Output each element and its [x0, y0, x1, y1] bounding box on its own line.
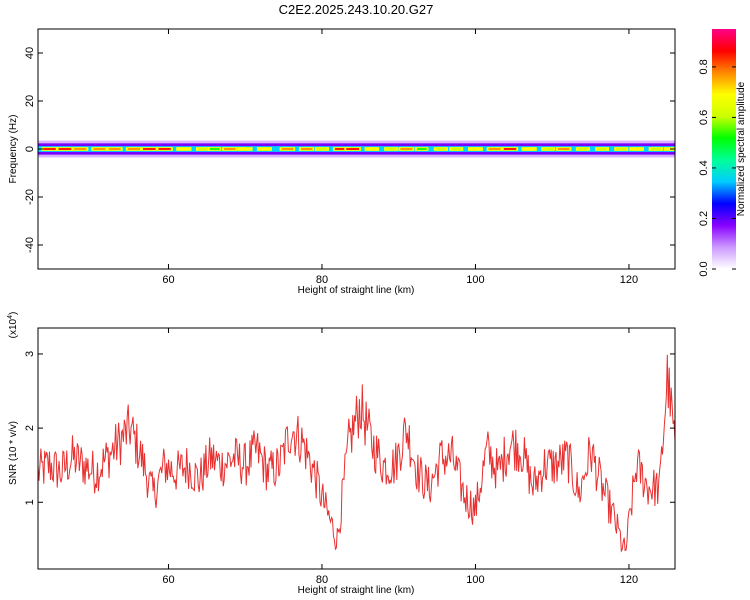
x-tick-label: 60 [162, 574, 174, 586]
y-tick-label: 1 [24, 499, 36, 505]
band-hotspot [300, 148, 313, 150]
band-hotspot [127, 148, 141, 150]
band-hotspot [158, 148, 171, 150]
y-tick-label: 3 [24, 351, 36, 357]
y-tick-label: 2 [24, 425, 36, 431]
band-hotspot [346, 148, 360, 150]
spectrogram-x-axis-label: Height of straight line (km) [298, 285, 415, 296]
band-hotspot [435, 148, 447, 150]
colorbar-label: Normalized spectral amplitude [736, 81, 747, 216]
x-tick-label: 80 [316, 574, 328, 586]
band-hotspot [258, 148, 270, 150]
snr-panel: 60 80 100 120 1 2 3 Height of straight line (k… [7, 312, 676, 596]
x-tick-label: 100 [466, 574, 484, 586]
band-hotspot [93, 148, 106, 150]
chart-title: C2E2.2025.243.10.20.G27 [278, 2, 434, 17]
band-hotspot [650, 148, 662, 150]
colorbar-tick-label: 0.4 [698, 160, 710, 175]
spectrogram-band [38, 140, 675, 158]
snr-ticks: 60 80 100 120 1 2 3 [24, 328, 675, 586]
spectrogram-y-axis-label: Frequency (Hz) [8, 115, 19, 184]
y-tick-label: 20 [24, 95, 36, 107]
band-hotspot [523, 148, 535, 150]
spectrogram-panel: 60 80 100 120 40 20 0 -20 -40 Height of straight… [8, 28, 676, 296]
band-hotspot [386, 148, 396, 150]
colorbar-tick-label: 0.0 [698, 261, 710, 276]
band-hotspot [503, 148, 517, 150]
band-hotspot [366, 148, 378, 150]
band-hotspot [142, 148, 156, 150]
band-hotspot [198, 148, 209, 150]
colorbar: 0.0 0.2 0.4 0.6 0.8 Normalized spectral ampl… [698, 29, 747, 277]
y-tick-label: 40 [24, 47, 36, 59]
x-tick-label: 80 [316, 274, 328, 286]
x-tick-label: 120 [620, 274, 638, 286]
band-hotspot [74, 148, 87, 150]
colorbar-tick-label: 0.8 [698, 59, 710, 74]
band-hotspot [451, 148, 462, 150]
band-hotspot [108, 148, 121, 150]
snr-y-axis-label: SNR (10 * v/v) [8, 421, 19, 485]
band-hotspot [558, 148, 570, 150]
band-hotspot [543, 148, 554, 150]
y-tick-label: 0 [24, 146, 36, 152]
band-hotspot [334, 148, 348, 150]
band-hotspot [316, 148, 327, 150]
snr-multiplier-label: (x104) [7, 312, 19, 339]
y-tick-label: -40 [24, 237, 36, 253]
band-hotspot [631, 148, 642, 150]
colorbar-tick-label: 0.6 [698, 110, 710, 125]
band-hotspot [416, 148, 427, 150]
band-hotspot [616, 148, 627, 150]
band-hotspot [209, 148, 220, 150]
snr-series-line [38, 354, 675, 553]
x-tick-label: 120 [620, 574, 638, 586]
x-tick-label: 100 [466, 274, 484, 286]
band-hotspot [43, 148, 56, 150]
band-hotspot [58, 148, 72, 150]
band-hotspot [178, 148, 190, 150]
band-hotspot [400, 148, 413, 150]
band-hotspot [281, 148, 294, 150]
x-tick-label: 60 [162, 274, 174, 286]
band-hotspot [469, 148, 481, 150]
colorbar-gradient [712, 29, 736, 269]
colorbar-tick-label: 0.2 [698, 211, 710, 226]
y-tick-label: -20 [24, 189, 36, 205]
band-hotspot [224, 148, 236, 150]
band-hotspot [488, 148, 501, 150]
band-hotspot [239, 148, 251, 150]
band-hotspot [597, 148, 607, 150]
colorbar-ticks: 0.0 0.2 0.4 0.6 0.8 [698, 59, 736, 277]
snr-frame [37, 327, 676, 570]
band-hotspot [577, 148, 589, 150]
snr-x-axis-label: Height of straight line (km) [298, 585, 415, 596]
spectrogram-ticks: 60 80 100 120 40 20 0 -20 -40 [24, 29, 675, 286]
